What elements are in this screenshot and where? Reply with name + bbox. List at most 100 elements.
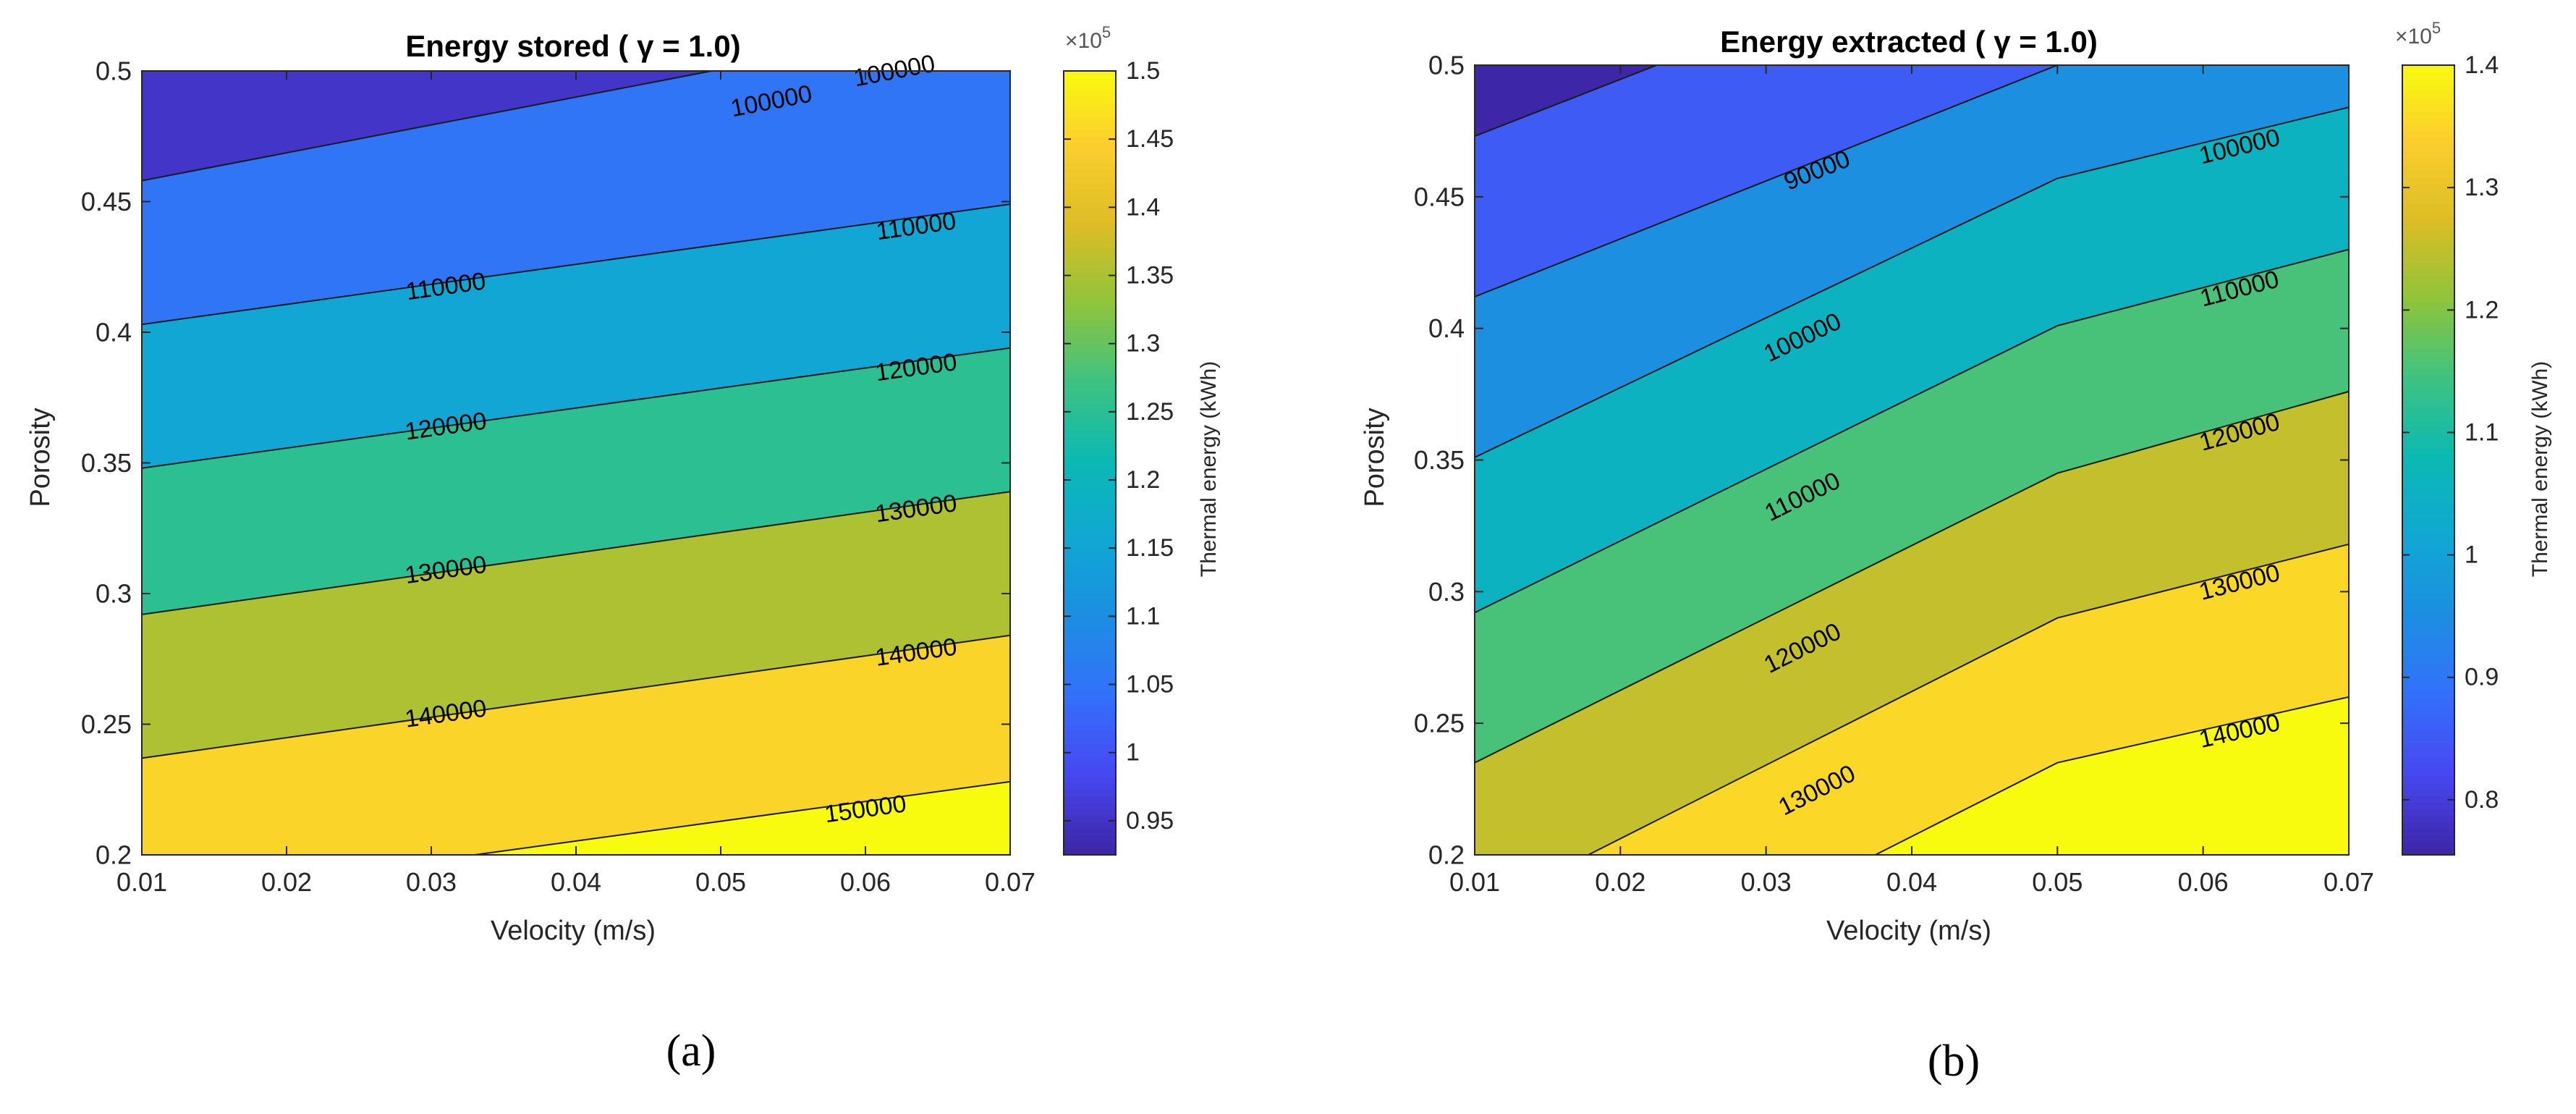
panel-a-colorbar-swatch	[1064, 659, 1116, 667]
panel-a-y-tick-label: 0.2	[96, 840, 132, 870]
panel-b-colorbar-swatch	[2402, 91, 2454, 99]
panel-b: Energy extracted ( γ = 1.0) 90000 1000001…	[1360, 19, 2552, 1086]
panel-b-colorbar-swatch	[2402, 664, 2454, 672]
panel-b-colorbar-swatch	[2402, 65, 2454, 72]
panel-b-colorbar-swatch	[2402, 183, 2454, 191]
panel-b-colorbar-swatch	[2402, 492, 2454, 500]
panel-b-colorbar-swatch	[2402, 506, 2454, 514]
panel-a-colorbar-swatch	[1064, 384, 1116, 392]
panel-b-colorbar-swatch	[2402, 479, 2454, 487]
panel-a-colorbar-swatch	[1064, 646, 1116, 654]
panel-a-colorbar-swatch	[1064, 253, 1116, 261]
panel-a-colorbar-swatch	[1064, 508, 1116, 516]
panel-b-colorbar-swatch	[2402, 85, 2454, 93]
panel-b-contour-130000	[1588, 543, 2349, 855]
panel-a-colorbar-swatch	[1064, 456, 1116, 464]
panel-a-x-axis-label: Velocity (m/s)	[491, 916, 656, 946]
panel-a-colorbar-swatch	[1064, 620, 1116, 627]
panel-a-colorbar-swatch	[1064, 345, 1116, 353]
panel-b-x-tick-label: 0.02	[1595, 867, 1645, 897]
panel-b-colorbar-swatch	[2402, 315, 2454, 323]
panel-b-colorbar-swatch	[2402, 558, 2454, 566]
panel-b-colorbar-swatch	[2402, 295, 2454, 303]
panel-a-colorbar-swatch	[1064, 143, 1116, 151]
panel-b-colorbar-swatch	[2402, 440, 2454, 448]
panel-b-colorbar-tick-label: 1	[2465, 541, 2478, 569]
panel-b-colorbar-tick-label: 1.1	[2465, 418, 2499, 446]
panel-a-colorbar-swatch	[1064, 685, 1116, 693]
panel-b-colorbar-swatch	[2402, 210, 2454, 217]
panel-b-colorbar-swatch	[2402, 151, 2454, 159]
panel-b-colorbar-swatch	[2402, 617, 2454, 625]
panel-b-colorbar-swatch	[2402, 572, 2454, 579]
panel-b-colorbar-swatch	[2402, 138, 2454, 145]
panel-a-colorbar-swatch	[1064, 841, 1116, 849]
panel-b-colorbar-swatch	[2402, 203, 2454, 211]
panel-a-colorbar-swatch	[1064, 835, 1116, 843]
panel-a-colorbar-tick-label: 1.05	[1126, 671, 1174, 699]
panel-b-colorbar-swatch	[2402, 144, 2454, 151]
panel-b-colorbar-swatch	[2402, 434, 2454, 442]
panel-b-colorbar-tick-label: 1.4	[2465, 51, 2499, 79]
panel-b-band-4	[1475, 249, 2349, 763]
panel-b-colorbar-swatch	[2402, 644, 2454, 651]
panel-b-colorbar-swatch	[2402, 717, 2454, 724]
panel-a-contour-120000	[142, 347, 1010, 469]
panel-b-colorbar-swatch	[2402, 157, 2454, 165]
panel-a-colorbar-label: Thermal energy (kWh)	[1197, 361, 1221, 577]
panel-a-x-tick-label: 0.04	[551, 867, 601, 897]
panel-b-contour-120000	[1475, 390, 2349, 764]
panel-a-x-tick-label: 0.02	[261, 867, 312, 897]
panel-a-colorbar-swatch	[1064, 156, 1116, 164]
panel-b-colorbar-swatch	[2402, 486, 2454, 494]
panel-b-colorbar-swatch	[2402, 170, 2454, 178]
panel-b-colorbar-swatch	[2402, 775, 2454, 783]
panel-a-colorbar-swatch	[1064, 541, 1116, 549]
panel-b-colorbar-swatch	[2402, 130, 2454, 138]
panel-b-colorbar-swatch	[2402, 460, 2454, 468]
panel-a-colorbar-swatch	[1064, 776, 1116, 784]
panel-a-colorbar-swatch	[1064, 417, 1116, 425]
panel-a-colorbar-swatch	[1064, 371, 1116, 379]
panel-a-band-3	[142, 347, 1010, 615]
panel-b-colorbar-swatch	[2402, 321, 2454, 329]
panel-b-colorbar-swatch	[2402, 407, 2454, 415]
panel-a-colorbar-swatch	[1064, 600, 1116, 607]
panel-a-band-5	[142, 635, 1010, 855]
panel-a-x-tick-label: 0.05	[695, 867, 746, 897]
panel-a-contour-100000	[142, 71, 716, 182]
panel-a-colorbar-swatch	[1064, 489, 1116, 497]
panel-a-colorbar-swatch	[1064, 502, 1116, 510]
panel-b-colorbar-swatch	[2402, 387, 2454, 395]
panel-b-colorbar-swatch	[2402, 545, 2454, 553]
panel-a-y-tick-label: 0.45	[81, 187, 132, 216]
panel-a-contour-130000	[142, 491, 1010, 615]
panel-b-colorbar-swatch	[2402, 565, 2454, 573]
panel-b-x-tick-label: 0.01	[1449, 867, 1500, 897]
panel-a-colorbar-swatch	[1064, 162, 1116, 170]
panel-b-colorbar-swatch	[2402, 637, 2454, 645]
panel-a-colorbar-swatch	[1064, 110, 1116, 117]
panel-b-x-axis-label: Velocity (m/s)	[1826, 916, 1991, 946]
panel-b-colorbar-swatch	[2402, 769, 2454, 777]
panel-b-colorbar-swatch	[2402, 630, 2454, 638]
panel-b-x-tick-label: 0.05	[2032, 867, 2083, 897]
panel-a-colorbar-swatch	[1064, 188, 1116, 196]
panel-b-colorbar-swatch	[2402, 400, 2454, 408]
panel-b-colorbar-swatch	[2402, 355, 2454, 362]
panel-a-filled-regions	[142, 71, 1010, 855]
panel-a-colorbar-swatch	[1064, 607, 1116, 614]
panel-a-colorbar-swatch	[1064, 633, 1116, 640]
panel-b-colorbar-swatch	[2402, 453, 2454, 461]
panel-b-colorbar-swatch	[2402, 736, 2454, 744]
panel-b-colorbar-swatch	[2402, 677, 2454, 685]
panel-a-colorbar-multiplier: ×105	[1065, 23, 1111, 53]
panel-a-colorbar-tick-label: 1.35	[1126, 262, 1174, 290]
panel-b-colorbar-swatch	[2402, 835, 2454, 843]
panel-a-colorbar-swatch	[1064, 482, 1116, 490]
panel-b-colorbar-swatch	[2402, 347, 2454, 355]
panel-a-colorbar-swatch	[1064, 613, 1116, 620]
panel-a-colorbar-swatch	[1064, 678, 1116, 686]
panel-a-colorbar-swatch	[1064, 554, 1116, 562]
panel-b-colorbar-swatch	[2402, 289, 2454, 297]
